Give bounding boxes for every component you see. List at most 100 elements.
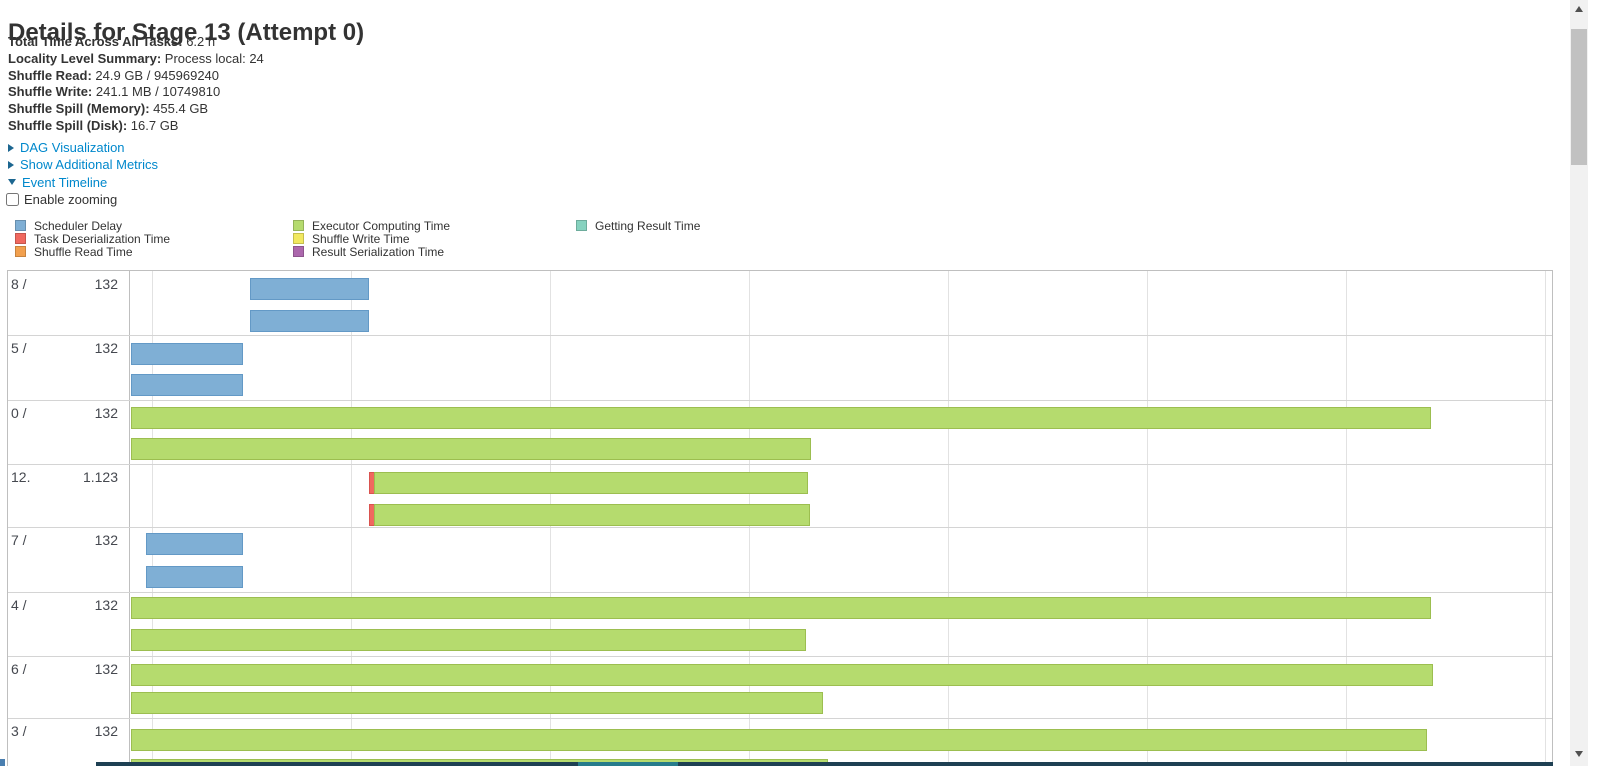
summary-item-label: Shuffle Write: bbox=[8, 84, 93, 100]
toggle-dag-visualization[interactable]: DAG Visualization bbox=[7, 139, 125, 156]
scroll-down-icon[interactable] bbox=[1575, 751, 1583, 757]
legend-label: Scheduler Delay bbox=[34, 218, 123, 233]
toggle-event-timeline[interactable]: Event Timeline bbox=[7, 174, 107, 191]
summary-item-value: 24.9 GB / 945969240 bbox=[91, 67, 220, 83]
task-bar[interactable] bbox=[146, 533, 243, 555]
task-bar[interactable] bbox=[131, 729, 1427, 751]
task-bar-segment-scheduler_delay bbox=[146, 533, 243, 555]
legend-column: Executor Computing Time Shuffle Write Tim… bbox=[293, 219, 450, 259]
summary-item: Shuffle Spill (Memory): 455.4 GB bbox=[8, 101, 264, 118]
executor-host-label: 132 bbox=[94, 340, 118, 356]
task-bar[interactable] bbox=[131, 629, 806, 651]
executor-id-label: 8 / bbox=[11, 276, 27, 292]
legend-item: Getting Result Time bbox=[576, 219, 700, 233]
enable-zooming-checkbox[interactable] bbox=[6, 193, 19, 206]
task-bar-segment-executor_computing bbox=[131, 629, 806, 651]
task-bar[interactable] bbox=[131, 343, 243, 365]
timeline-row-separator bbox=[8, 400, 1552, 401]
task-bar-segment-executor_computing bbox=[374, 504, 810, 526]
task-bar[interactable] bbox=[146, 566, 243, 588]
toggle-row-event-timeline: Event Timeline bbox=[7, 173, 158, 190]
task-bar[interactable] bbox=[250, 310, 369, 332]
task-bar-segment-executor_computing bbox=[131, 729, 1427, 751]
task-bar-segment-scheduler_delay bbox=[131, 374, 243, 396]
executor-host-label: 132 bbox=[94, 276, 118, 292]
timeline-row-separator bbox=[8, 718, 1552, 719]
arrow-down-icon bbox=[8, 179, 16, 185]
timeline-row-separator bbox=[8, 464, 1552, 465]
task-bar-segment-executor_computing bbox=[131, 407, 1431, 429]
summary-item-label: Total Time Across All Tasks: bbox=[8, 34, 183, 49]
bottom-divider-accent bbox=[578, 762, 678, 766]
stage-summary: Total Time Across All Tasks: 6.2 h Locali… bbox=[8, 34, 264, 135]
timeline-gridline bbox=[152, 271, 153, 766]
legend-label: Shuffle Write Time bbox=[312, 231, 410, 246]
timeline-row-label: 3 / 132 bbox=[8, 719, 129, 766]
executor-host-label: 132 bbox=[94, 597, 118, 613]
task-bar[interactable] bbox=[131, 664, 1433, 686]
task-bar-segment-executor_computing bbox=[131, 664, 1433, 686]
task-bar-segment-executor_computing bbox=[131, 438, 811, 460]
task-bar-segment-executor_computing bbox=[374, 472, 808, 494]
executor-host-label: 132 bbox=[94, 723, 118, 739]
task-bar-segment-scheduler_delay bbox=[250, 278, 369, 300]
timeline-row-separator bbox=[8, 335, 1552, 336]
timeline-row-label: 0 / 132 bbox=[8, 401, 129, 464]
timeline-row-label: 8 / 132 bbox=[8, 272, 129, 335]
legend-item: Result Serialization Time bbox=[293, 245, 450, 259]
arrow-right-icon bbox=[8, 160, 14, 169]
legend-label: Executor Computing Time bbox=[312, 218, 451, 233]
summary-item: Locality Level Summary: Process local: 2… bbox=[8, 51, 264, 68]
executor-host-label: 132 bbox=[94, 532, 118, 548]
legend-label: Shuffle Read Time bbox=[34, 244, 133, 259]
summary-item-value: 16.7 GB bbox=[127, 117, 179, 133]
timeline-gridline bbox=[351, 271, 352, 766]
summary-item-label: Shuffle Spill (Disk): bbox=[8, 117, 128, 133]
timeline-gridline bbox=[1346, 271, 1347, 766]
summary-item-label: Shuffle Read: bbox=[8, 67, 92, 83]
task-bar[interactable] bbox=[131, 597, 1431, 619]
timeline-row-label: 7 / 132 bbox=[8, 528, 129, 592]
executor-host-label: 1.123 bbox=[82, 469, 118, 485]
page-title: Details for Stage 13 (Attempt 0) bbox=[8, 19, 365, 46]
scrollbar-thumb[interactable] bbox=[1571, 29, 1587, 165]
task-bar[interactable] bbox=[131, 438, 811, 460]
legend-item: Executor Computing Time bbox=[293, 218, 451, 233]
summary-item: Shuffle Spill (Disk): 16.7 GB bbox=[8, 118, 264, 135]
executor-id-label: 12. bbox=[11, 469, 31, 485]
legend-swatch-getting_result bbox=[576, 220, 587, 232]
task-bar[interactable] bbox=[131, 692, 823, 714]
enable-zooming-label: Enable zooming bbox=[24, 192, 118, 207]
timeline-row-label: 6 / 132 bbox=[8, 657, 129, 718]
legend-swatch-scheduler_delay bbox=[15, 220, 26, 232]
legend-swatch-task_deserialization bbox=[15, 233, 26, 245]
event-timeline-chart: 8 /132 5 /132 0 /132 12. 1.123 7 /132 4 /132 6 … bbox=[7, 270, 1553, 766]
task-bar[interactable] bbox=[369, 472, 808, 494]
task-bar-segment-scheduler_delay bbox=[131, 343, 243, 365]
task-bar[interactable] bbox=[369, 504, 810, 526]
task-bar[interactable] bbox=[250, 278, 369, 300]
legend-label: Task Deserialization Time bbox=[34, 231, 171, 246]
toggle-label: Event Timeline bbox=[22, 174, 108, 190]
toggle-row-dag-visualization: DAG Visualization bbox=[7, 139, 158, 156]
legend-item: Scheduler Delay bbox=[15, 218, 170, 233]
timeline-row-separator bbox=[8, 656, 1552, 657]
toggle-show-additional-metrics[interactable]: Show Additional Metrics bbox=[7, 156, 158, 173]
legend-column: Scheduler Delay Task Deserialization Time… bbox=[15, 219, 170, 259]
arrow-right-icon bbox=[8, 143, 14, 152]
legend-swatch-shuffle_write bbox=[293, 233, 304, 245]
task-bar[interactable] bbox=[131, 374, 243, 396]
executor-host-label: 132 bbox=[94, 661, 118, 677]
legend-item: Task Deserialization Time bbox=[15, 231, 171, 246]
legend-column: Getting Result Time bbox=[576, 219, 700, 233]
task-bar-segment-scheduler_delay bbox=[146, 566, 243, 588]
legend-swatch-executor_computing bbox=[293, 220, 304, 232]
scroll-up-icon[interactable] bbox=[1575, 6, 1583, 12]
task-bar[interactable] bbox=[131, 407, 1431, 429]
task-bar-segment-executor_computing bbox=[131, 597, 1431, 619]
summary-item-label: Locality Level Summary: bbox=[8, 50, 162, 66]
vertical-scrollbar[interactable] bbox=[1570, 0, 1588, 766]
enable-zooming-row: Enable zooming bbox=[6, 191, 117, 208]
legend-item: Shuffle Write Time bbox=[293, 231, 450, 246]
executor-id-label: 0 / bbox=[11, 405, 27, 421]
